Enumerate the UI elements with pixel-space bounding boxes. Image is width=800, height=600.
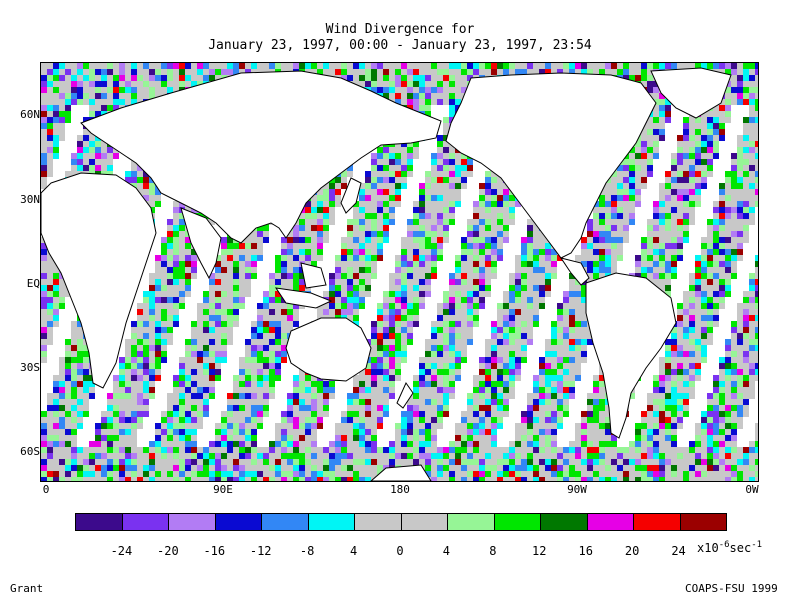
organization-credit: COAPS-FSU 1999 <box>685 582 778 595</box>
greenland-landmass <box>650 67 732 119</box>
lat-label-eq: EQ <box>26 277 40 290</box>
japan-landmass <box>340 177 362 214</box>
legend-swatch-2 <box>169 514 216 530</box>
legend-swatch-5 <box>308 514 355 530</box>
units-label: x10-6sec-1 <box>697 540 763 555</box>
color-legend-bar <box>75 513 727 531</box>
indonesia-landmass <box>274 287 333 309</box>
legend-swatch-10 <box>541 514 588 530</box>
lat-label-60s: 60S <box>20 445 40 458</box>
lon-label-0: 0 <box>42 483 50 496</box>
africa-landmass <box>41 172 157 389</box>
india-landmass <box>180 207 222 280</box>
legend-swatch-11 <box>587 514 634 530</box>
legend-swatch-7 <box>401 514 448 530</box>
map-title-line2: January 23, 1997, 00:00 - January 23, 19… <box>208 38 592 53</box>
legend-label-5: 4 <box>349 544 358 558</box>
south-america-landmass <box>585 272 677 439</box>
legend-label-12: 24 <box>671 544 686 558</box>
legend-label-3: -12 <box>249 544 272 558</box>
new-zealand-landmass <box>396 381 414 409</box>
legend-label-6: 0 <box>396 544 404 558</box>
lat-label-30n: 30N <box>20 193 40 206</box>
eurasia-landmass <box>80 70 442 244</box>
map-canvas <box>41 63 758 481</box>
legend-label-9: 12 <box>532 544 547 558</box>
legend-label-1: -20 <box>157 544 179 558</box>
legend-label-0: -24 <box>110 544 133 558</box>
land-masses <box>41 67 732 481</box>
legend-swatch-13 <box>680 514 726 530</box>
divergence-map <box>40 62 759 482</box>
legend-swatch-12 <box>634 514 681 530</box>
legend-swatch-6 <box>355 514 402 530</box>
antarctica-edge <box>370 464 432 481</box>
borneo-landmass <box>300 262 327 289</box>
legend-label-7: 4 <box>442 544 451 558</box>
legend-swatch-0 <box>76 514 123 530</box>
legend-label-2: -16 <box>203 544 226 558</box>
north-america-landmass <box>445 72 657 259</box>
legend-swatch-8 <box>448 514 495 530</box>
legend-swatch-3 <box>215 514 262 530</box>
australia-landmass <box>285 317 372 382</box>
legend-swatch-9 <box>494 514 541 530</box>
map-title-line1: Wind Divergence for <box>325 22 475 37</box>
legend-swatch-1 <box>122 514 169 530</box>
legend-label-4: -8 <box>299 544 315 558</box>
legend-swatch-4 <box>262 514 309 530</box>
legend-label-10: 16 <box>578 544 593 558</box>
lat-label-60n: 60N <box>20 108 40 121</box>
lat-label-30s: 30S <box>20 361 40 374</box>
author-credit: Grant <box>10 582 44 595</box>
legend-label-8: 8 <box>489 544 497 558</box>
central-america-landmass <box>559 257 590 286</box>
lon-label-0w: 0W <box>745 483 759 496</box>
lon-label-90e: 90E <box>213 483 233 496</box>
lon-label-90w: 90W <box>567 483 587 496</box>
lon-label-180: 180 <box>390 483 410 496</box>
legend-label-11: 20 <box>624 544 640 558</box>
